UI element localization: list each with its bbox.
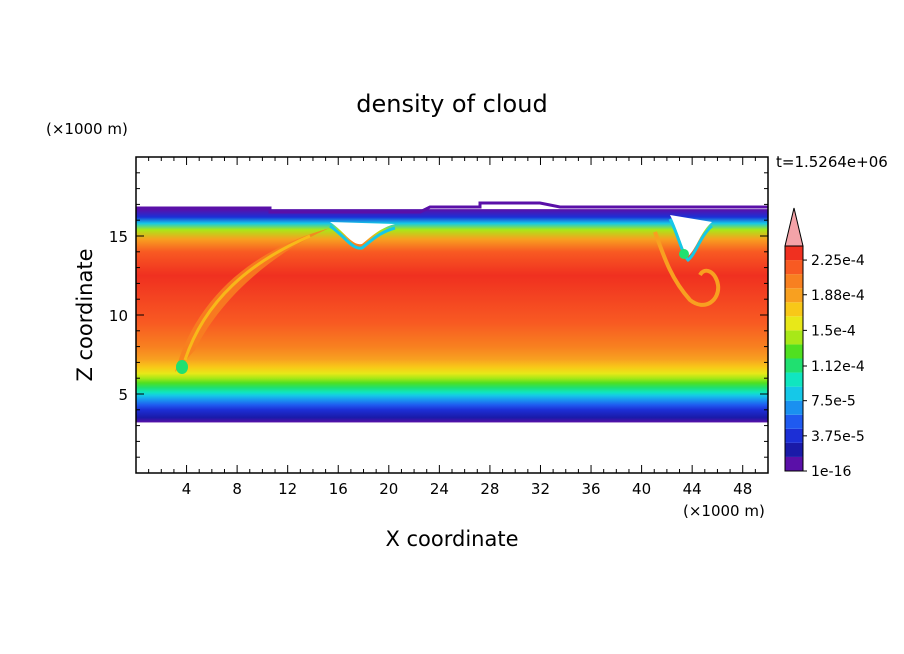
x-tick-label: 8 xyxy=(232,480,242,498)
x-tick-label: 20 xyxy=(379,480,398,498)
colorbar-label: 3.75e-5 xyxy=(811,429,865,445)
top-dip-left-edge xyxy=(329,224,396,250)
time-label: t=1.5264e+06 xyxy=(776,153,888,171)
colorbar-swatch xyxy=(785,302,803,317)
left-small-cell xyxy=(176,360,188,374)
colorbar-label: 1e-16 xyxy=(811,464,851,480)
colorbar-swatch xyxy=(785,330,803,345)
colorbar-swatch xyxy=(785,246,803,261)
density-field xyxy=(136,209,768,423)
colorbar-extend-triangle xyxy=(784,207,804,247)
colorbar-swatch xyxy=(785,456,803,471)
colorbar-swatch xyxy=(785,414,803,429)
colorbar-swatch xyxy=(785,372,803,387)
colorbar-swatch xyxy=(785,344,803,359)
chart-title: density of cloud xyxy=(356,90,547,118)
left-plume-inner xyxy=(183,234,311,361)
x-tick-label: 40 xyxy=(632,480,651,498)
x-axis: 4 8 12 16 20 24 28 32 36 40 44 48 xyxy=(148,157,756,498)
right-small-cell xyxy=(679,249,689,259)
x-tick-label: 32 xyxy=(531,480,550,498)
colorbar-label: 7.5e-5 xyxy=(811,394,856,410)
colorbar-swatch xyxy=(785,358,803,373)
x-tick-label: 48 xyxy=(733,480,752,498)
colorbar-swatch xyxy=(785,288,803,303)
colorbar-label: 1.5e-4 xyxy=(811,323,856,339)
y-axis: 5 10 15 xyxy=(109,172,768,458)
colorbar-swatch xyxy=(785,316,803,331)
colorbar-swatch xyxy=(785,442,803,457)
y-axis-label: Z coordinate xyxy=(73,248,97,381)
colorbar-swatch xyxy=(785,386,803,401)
y-tick-label: 5 xyxy=(118,386,128,404)
x-tick-label: 44 xyxy=(683,480,702,498)
colorbar-swatch xyxy=(785,274,803,289)
x-tick-label: 4 xyxy=(182,480,192,498)
colorbar-label: 1.88e-4 xyxy=(811,288,865,304)
top-rim xyxy=(136,201,768,214)
colorbar-swatch xyxy=(785,260,803,275)
y-tick-label: 15 xyxy=(109,228,128,246)
colorbar-label: 2.25e-4 xyxy=(811,253,865,269)
right-vortex xyxy=(653,231,721,307)
x-tick-label: 36 xyxy=(581,480,600,498)
colorbar-swatch xyxy=(785,428,803,443)
colorbar-swatch xyxy=(785,400,803,415)
x-tick-label: 16 xyxy=(329,480,348,498)
top-dip-right xyxy=(670,215,712,256)
y-tick-label: 10 xyxy=(109,307,128,325)
x-tick-label: 24 xyxy=(430,480,449,498)
top-dip-left xyxy=(330,222,395,245)
colorbar: 2.25e-4 1.88e-4 1.5e-4 1.12e-4 7.5e-5 3.75e-5… xyxy=(784,207,865,480)
top-dip-right-edge xyxy=(668,218,714,262)
y-unit-label: (×1000 m) xyxy=(46,120,128,138)
x-tick-label: 12 xyxy=(278,480,297,498)
x-unit-label: (×1000 m) xyxy=(683,502,765,520)
x-axis-label: X coordinate xyxy=(385,527,518,551)
colorbar-label: 1.12e-4 xyxy=(811,359,865,375)
plot-area xyxy=(136,201,768,423)
x-tick-label: 28 xyxy=(480,480,499,498)
cloud-features xyxy=(136,201,768,374)
